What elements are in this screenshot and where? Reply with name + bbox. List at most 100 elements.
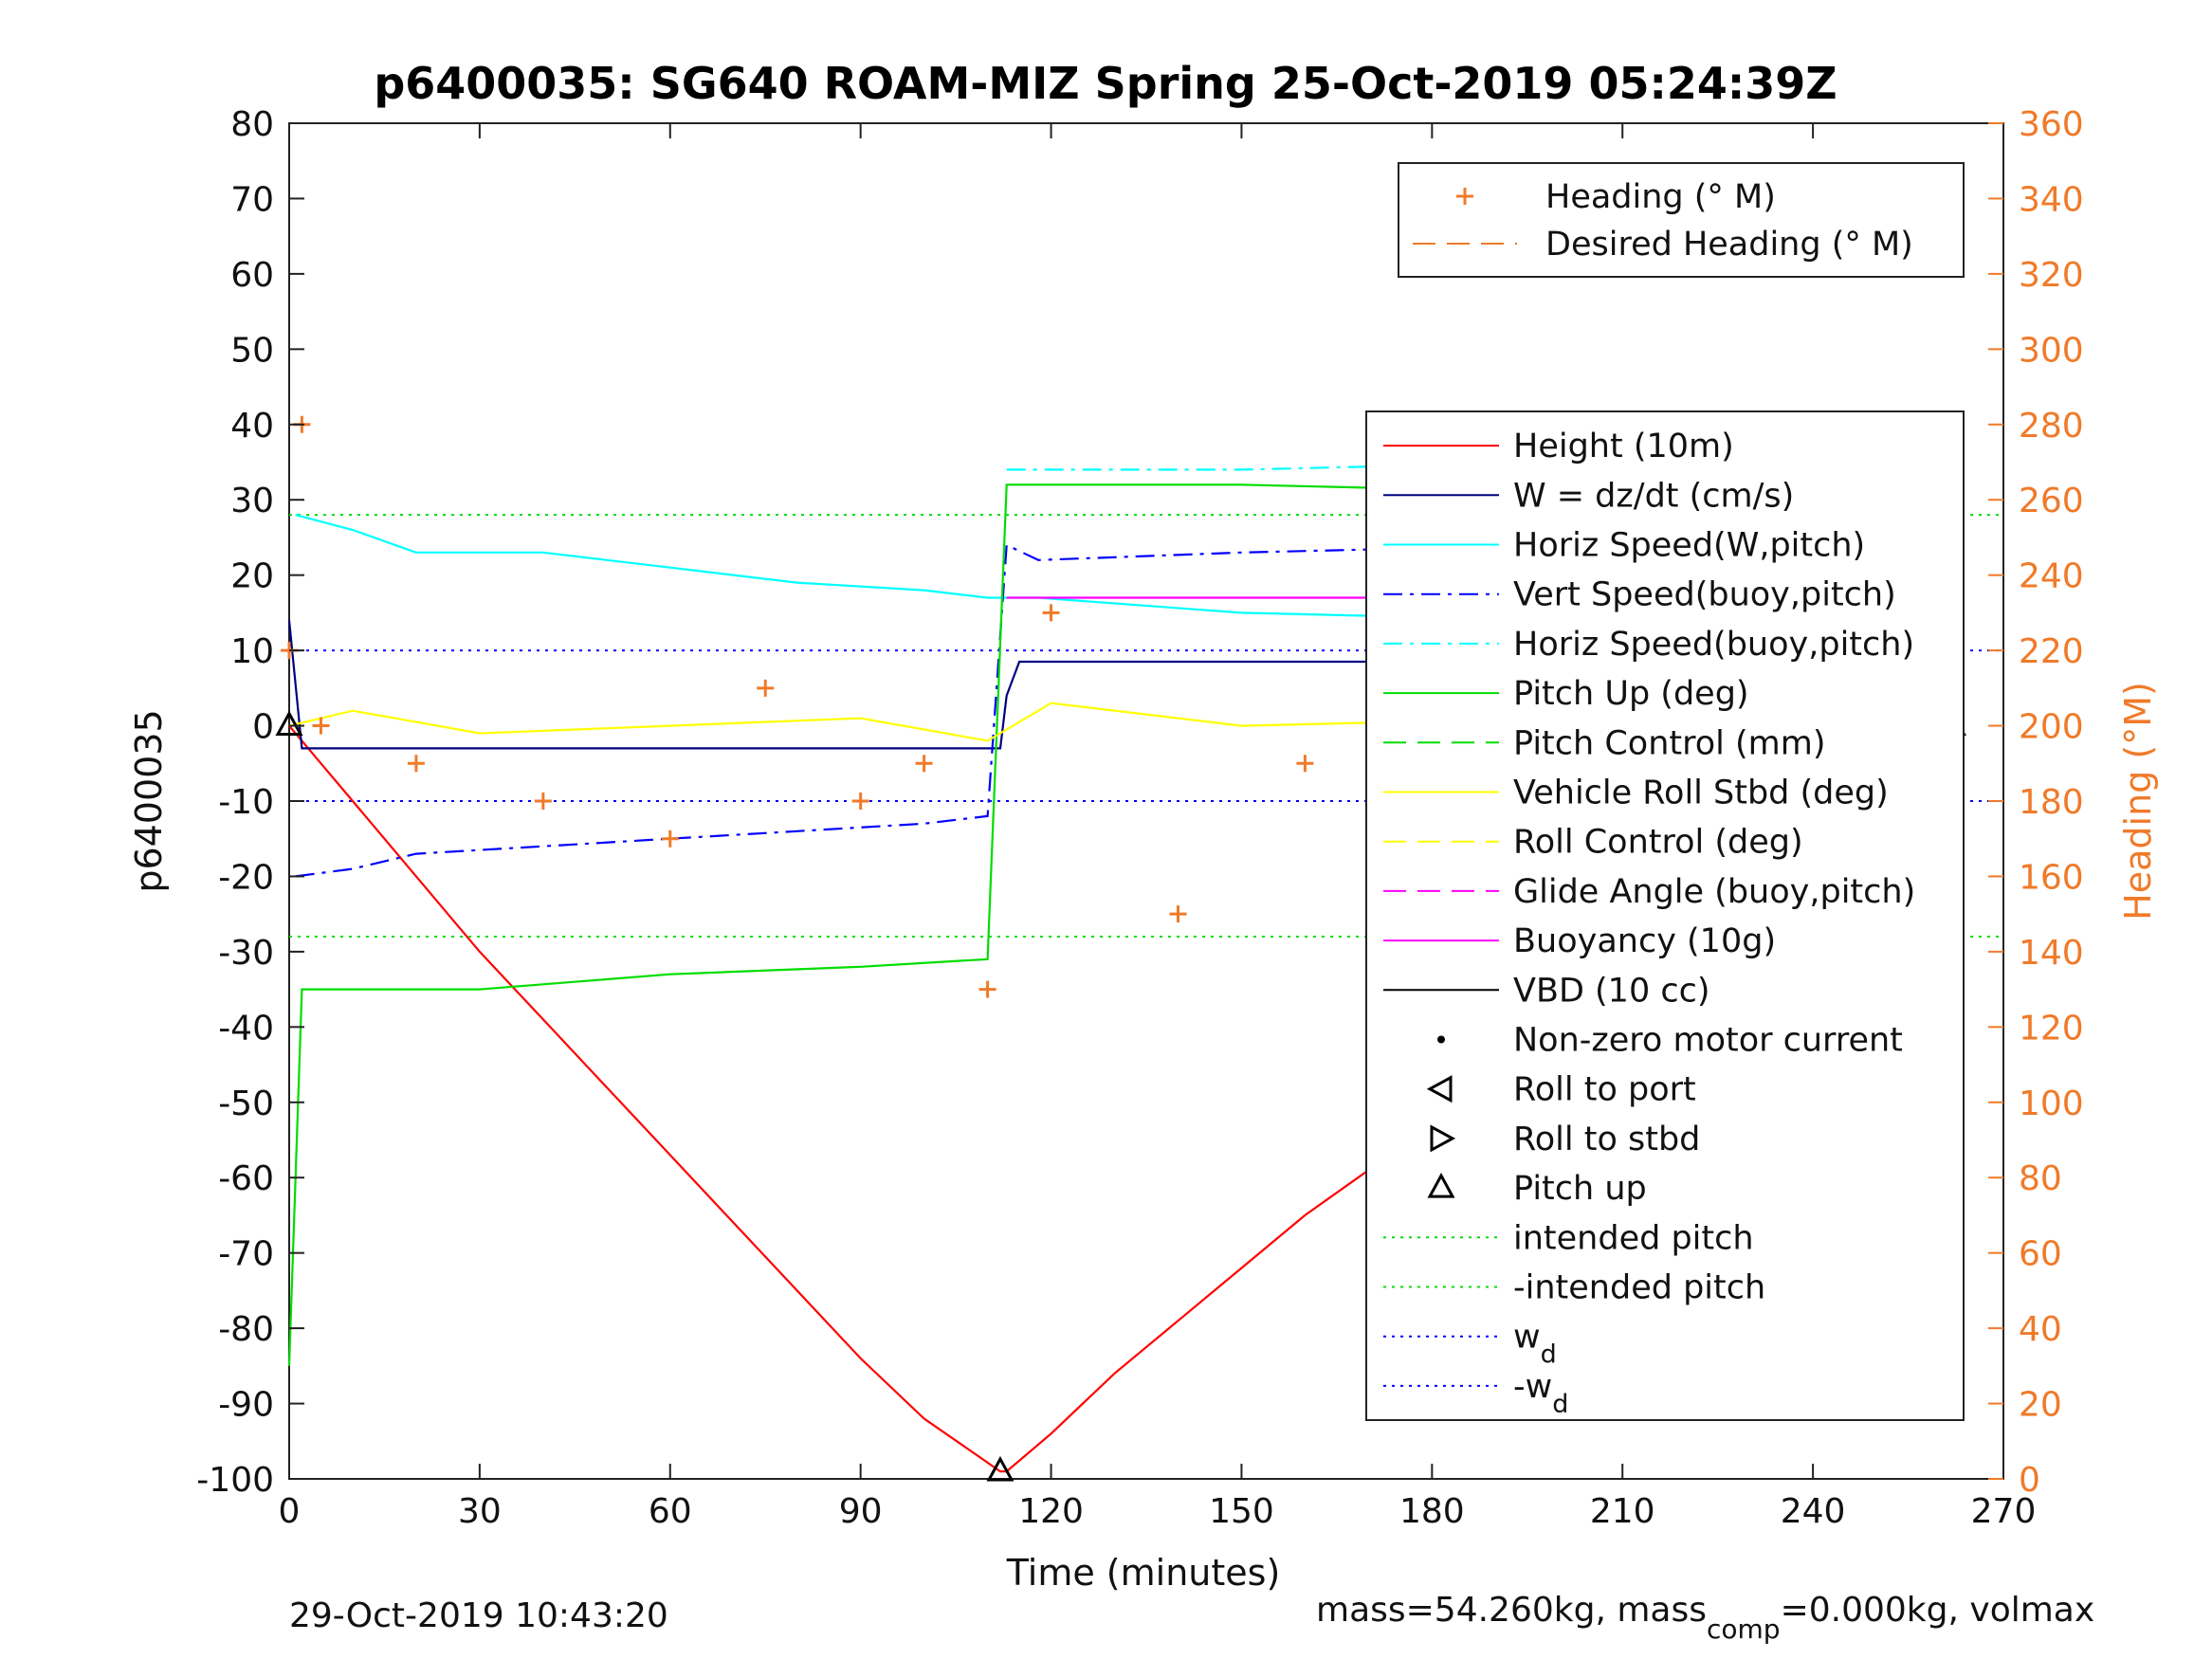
- legend-swatch: [1427, 1172, 1455, 1198]
- legend-box: [1398, 162, 1965, 278]
- legend-label: Height (10m): [1513, 428, 1734, 465]
- x-tick-label: 90: [839, 1492, 883, 1531]
- legend-label: Non-zero motor current: [1513, 1022, 1903, 1060]
- x-tick-label: 210: [1590, 1492, 1655, 1531]
- y2-tick-label: 100: [2019, 1085, 2084, 1123]
- legend-label: -wd: [1513, 1368, 1568, 1419]
- legend-top: Heading (° M) Desired Heading (° M): [1398, 162, 1965, 278]
- x-tick-label: 60: [649, 1492, 692, 1531]
- legend-swatch: [1456, 188, 1473, 205]
- y2-tick-label: 260: [2019, 482, 2084, 520]
- y2-tick-label: 120: [2019, 1009, 2084, 1048]
- pitch-up-marker: [275, 710, 303, 737]
- y-tick-label: 10: [230, 632, 274, 671]
- legend-label: Pitch Up (deg): [1513, 675, 1749, 713]
- footer-mass-suffix: =0.000kg, volmax: [1781, 1591, 2095, 1630]
- x-tick-label: 240: [1781, 1492, 1846, 1531]
- y2-tick-label: 200: [2019, 708, 2084, 747]
- y-tick-label: -20: [218, 858, 274, 897]
- y-tick-label: -40: [218, 1009, 274, 1048]
- legend-label: Vehicle Roll Stbd (deg): [1513, 775, 1889, 812]
- y-tick-label: 60: [230, 256, 274, 295]
- y2-tick-label: 240: [2019, 557, 2084, 596]
- y2-tick-label: 80: [2019, 1159, 2062, 1198]
- y-tick-label: -10: [218, 783, 274, 822]
- y-tick-label: -100: [196, 1461, 274, 1500]
- x-tick-label: 0: [279, 1492, 301, 1531]
- y-tick-label: 20: [230, 557, 274, 596]
- footer-mass-prefix: mass=54.260kg, mass: [1316, 1591, 1707, 1630]
- x-tick-label: 150: [1209, 1492, 1274, 1531]
- legend-label: Buoyancy (10g): [1513, 922, 1776, 960]
- heading-point: [407, 755, 425, 773]
- y-tick-label: 70: [230, 180, 274, 219]
- y2-tick-label: 360: [2019, 105, 2084, 144]
- y2-tick-label: 340: [2019, 180, 2084, 219]
- y-tick-label: 80: [230, 105, 274, 144]
- y2-tick-label: 180: [2019, 783, 2084, 822]
- y2-tick-label: 300: [2019, 331, 2084, 370]
- y2-tick-label: 280: [2019, 407, 2084, 446]
- y-tick-label: -30: [218, 934, 274, 973]
- legend-label: W = dz/dt (cm/s): [1513, 477, 1794, 515]
- legend-label: Roll to port: [1513, 1071, 1696, 1109]
- y2-tick-label: 320: [2019, 256, 2084, 295]
- legend-label: Desired Heading (° M): [1545, 226, 1913, 264]
- footer-timestamp: 29-Oct-2019 10:43:20: [289, 1596, 668, 1635]
- legend-label: Vert Speed(buoy,pitch): [1513, 576, 1896, 614]
- heading-point: [757, 679, 775, 697]
- legend-label: Horiz Speed(buoy,pitch): [1513, 626, 1914, 664]
- y2-axis-ticks: 0 20 40 60 80 100 120 140 160 180 200 220 240 260 280 3…: [1988, 105, 2084, 1500]
- chart-title: p6400035: SG640 ROAM-MIZ Spring 25-Oct-2…: [374, 58, 1837, 109]
- y-tick-label: 40: [230, 407, 274, 446]
- y-tick-label: -80: [218, 1310, 274, 1349]
- y2-tick-label: 140: [2019, 934, 2084, 973]
- x-axis-label: Time (minutes): [1006, 1552, 1281, 1594]
- heading-point: [915, 755, 933, 773]
- series-w-dz-dt-cm-s: [287, 620, 1953, 750]
- legend-label: -intended pitch: [1513, 1269, 1765, 1307]
- legend-label: Horiz Speed(W,pitch): [1513, 527, 1865, 565]
- y-tick-label: -50: [218, 1085, 274, 1123]
- heading-point: [1042, 604, 1060, 622]
- y-axis-label: p6400035: [128, 709, 170, 892]
- x-tick-label: 270: [1971, 1492, 2037, 1531]
- legend-label: Roll to stbd: [1513, 1121, 1700, 1158]
- y-axis-ticks: -100-90-80-70-60-50-40-30-20-10010203040…: [196, 105, 304, 1500]
- y-tick-label: 0: [252, 708, 274, 747]
- y-tick-label: -60: [218, 1159, 274, 1198]
- y-tick-label: -90: [218, 1386, 274, 1425]
- y-tick-label: 50: [230, 331, 274, 370]
- legend-box: [1365, 410, 1965, 1421]
- y2-axis-label: Heading (°M): [2117, 682, 2159, 921]
- x-axis-ticks: 0 30 60 90 120 150 180 210 240 270: [279, 123, 2037, 1531]
- y2-tick-label: 60: [2019, 1235, 2062, 1274]
- legend-label: VBD (10 cc): [1513, 972, 1710, 1010]
- heading-point: [978, 980, 996, 998]
- pitch-up-marker: [986, 1455, 1015, 1482]
- y2-tick-label: 160: [2019, 858, 2084, 897]
- footer-mass-sub: comp: [1707, 1613, 1781, 1645]
- y2-tick-label: 40: [2019, 1310, 2062, 1349]
- legend-swatch: [1430, 1124, 1456, 1153]
- legend-label: Pitch Control (mm): [1513, 724, 1825, 762]
- y-tick-label: 30: [230, 482, 274, 520]
- heading-point: [1296, 755, 1314, 773]
- heading-point: [1169, 905, 1187, 923]
- heading-point: [312, 717, 330, 735]
- x-tick-label: 120: [1018, 1492, 1084, 1531]
- legend-label: Pitch up: [1513, 1170, 1647, 1208]
- legend-swatch: [1426, 1075, 1453, 1103]
- x-tick-label: 30: [458, 1492, 502, 1531]
- heading-point: [661, 830, 679, 848]
- legend-label: Heading (° M): [1545, 178, 1776, 216]
- x-tick-label: 180: [1399, 1492, 1465, 1531]
- legend-label: intended pitch: [1513, 1219, 1754, 1257]
- legend-label: Glide Angle (buoy,pitch): [1513, 873, 1915, 911]
- heading-point: [534, 793, 552, 810]
- y2-tick-label: 20: [2019, 1386, 2062, 1425]
- y-tick-label: -70: [218, 1235, 274, 1274]
- heading-point: [851, 793, 869, 810]
- legend-label: Roll Control (deg): [1513, 824, 1803, 862]
